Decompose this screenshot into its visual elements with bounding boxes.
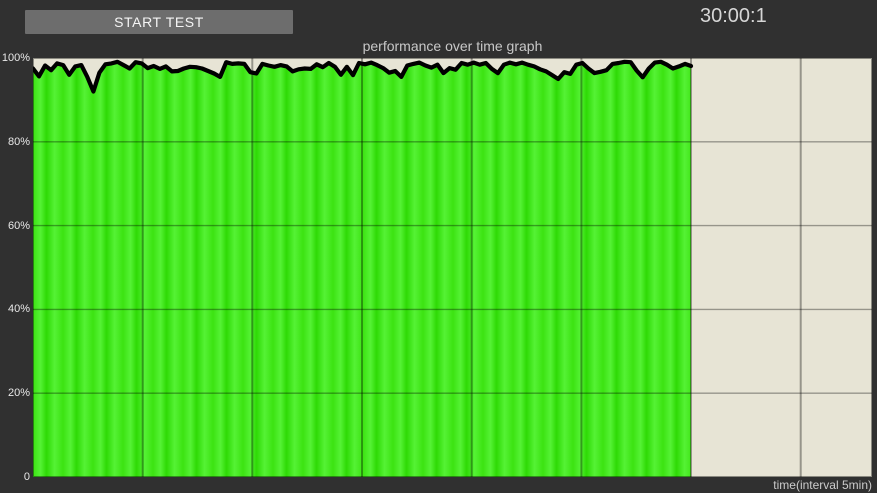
performance-area	[33, 61, 691, 477]
y-axis-tick-label: 40%	[7, 303, 30, 316]
plot-border	[33, 58, 872, 477]
chart-title: performance over time graph	[362, 38, 543, 54]
y-axis-tick-label: 0	[23, 471, 30, 483]
x-axis-label: time(interval 5min)	[773, 478, 872, 492]
start-test-button[interactable]: START TEST	[25, 10, 293, 34]
y-axis-tick-label: 80%	[7, 135, 30, 148]
timer-display: 30:00:1	[700, 5, 767, 27]
y-axis-tick-label: 20%	[7, 387, 30, 400]
y-axis-tick-label: 60%	[7, 219, 30, 232]
performance-trace	[33, 59, 694, 94]
performance-chart	[33, 58, 872, 477]
y-axis-tick-label: 100%	[1, 52, 30, 64]
